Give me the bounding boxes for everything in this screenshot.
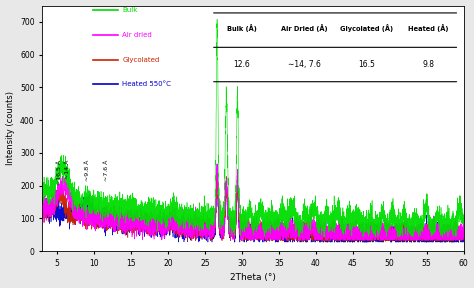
X-axis label: 2Theta (°): 2Theta (°) — [230, 273, 276, 283]
Text: ∼14, 7.6: ∼14, 7.6 — [288, 60, 320, 69]
Text: Air Dried (Å): Air Dried (Å) — [281, 24, 328, 32]
Text: Bulk: Bulk — [122, 7, 138, 14]
Text: Heated 550°C: Heated 550°C — [122, 81, 171, 87]
Text: Glycolated: Glycolated — [122, 57, 160, 62]
Text: ∼14 Å: ∼14 Å — [65, 160, 70, 179]
Text: 12.6: 12.6 — [234, 60, 250, 69]
Text: Bulk (Å): Bulk (Å) — [227, 24, 257, 32]
Text: Air dried: Air dried — [122, 32, 152, 38]
Text: ∼9.8 Å: ∼9.8 Å — [85, 160, 90, 181]
Text: Glycolated (Å): Glycolated (Å) — [339, 24, 393, 32]
Text: ∼7.6 Å: ∼7.6 Å — [104, 160, 109, 181]
Text: 16.5: 16.5 — [358, 60, 374, 69]
Y-axis label: Intensity (counts): Intensity (counts) — [6, 91, 15, 165]
Text: Heated (Å): Heated (Å) — [408, 24, 448, 32]
Text: 9.8: 9.8 — [422, 60, 434, 69]
Text: ∼16.5 Å: ∼16.5 Å — [57, 160, 62, 185]
